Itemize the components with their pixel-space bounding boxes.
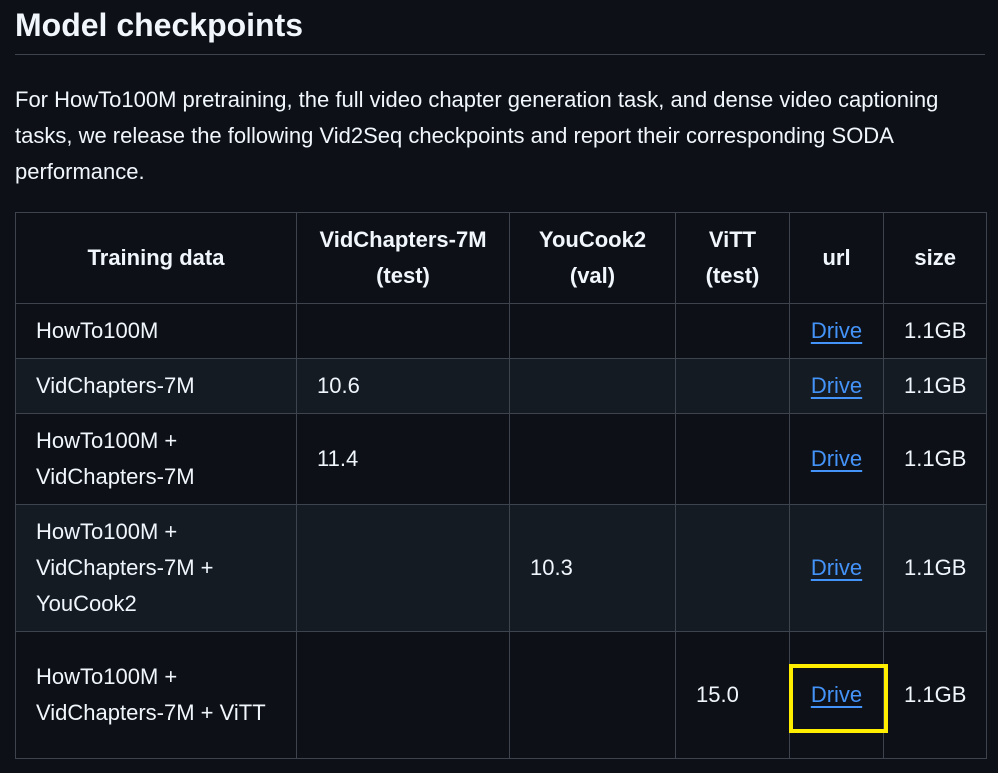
drive-link[interactable]: Drive xyxy=(810,682,863,707)
cell-training: HowTo100M xyxy=(15,303,297,359)
cell-vitt xyxy=(675,358,790,414)
cell-training: HowTo100M + VidChapters-7M xyxy=(15,413,297,505)
highlight-box xyxy=(789,664,888,733)
drive-link[interactable]: Drive xyxy=(810,318,863,343)
cell-vidchapters xyxy=(296,504,510,632)
cell-size: 1.1GB xyxy=(882,413,988,505)
table-row: HowTo100M Drive 1.1GB xyxy=(15,303,988,359)
cell-youcook2 xyxy=(509,358,676,414)
cell-vidchapters: 10.6 xyxy=(296,358,510,414)
heading-divider xyxy=(15,54,985,55)
cell-youcook2: 10.3 xyxy=(509,504,676,632)
table-header-row: Training data VidChapters-7M (test) YouC… xyxy=(15,212,988,304)
cell-vitt xyxy=(675,303,790,359)
cell-size: 1.1GB xyxy=(882,358,988,414)
cell-youcook2 xyxy=(509,631,676,759)
cell-youcook2 xyxy=(509,303,676,359)
cell-url: Drive xyxy=(789,358,884,414)
header-youcook2: YouCook2 (val) xyxy=(509,212,676,304)
intro-paragraph: For HowTo100M pretraining, the full vide… xyxy=(15,87,939,184)
cell-vitt: 15.0 xyxy=(675,631,790,759)
cell-size: 1.1GB xyxy=(882,504,988,632)
table-row: HowTo100M + VidChapters-7M 11.4 Drive 1.… xyxy=(15,413,988,505)
cell-training: VidChapters-7M xyxy=(15,358,297,414)
cell-vitt xyxy=(675,504,790,632)
table-row: HowTo100M + VidChapters-7M + YouCook2 10… xyxy=(15,504,988,632)
header-vidchapters: VidChapters-7M (test) xyxy=(296,212,510,304)
drive-link[interactable]: Drive xyxy=(810,555,863,580)
cell-url: Drive xyxy=(789,504,884,632)
table-row: VidChapters-7M 10.6 Drive 1.1GB xyxy=(15,358,988,414)
cell-training: HowTo100M + VidChapters-7M + ViTT xyxy=(15,631,297,759)
cell-url: Drive xyxy=(789,303,884,359)
header-size: size xyxy=(882,212,988,304)
table-row: HowTo100M + VidChapters-7M + ViTT 15.0 D… xyxy=(15,631,988,759)
cell-url: Drive xyxy=(789,631,884,759)
cell-vidchapters: 11.4 xyxy=(296,413,510,505)
header-vitt: ViTT (test) xyxy=(675,212,790,304)
header-training-data: Training data xyxy=(15,212,297,304)
cell-vidchapters xyxy=(296,303,510,359)
header-url: url xyxy=(789,212,884,304)
cell-vidchapters xyxy=(296,631,510,759)
cell-vitt xyxy=(675,413,790,505)
cell-training: HowTo100M + VidChapters-7M + YouCook2 xyxy=(15,504,297,632)
cell-size: 1.1GB xyxy=(882,631,988,759)
drive-link[interactable]: Drive xyxy=(810,446,863,471)
cell-youcook2 xyxy=(509,413,676,505)
cell-url: Drive xyxy=(789,413,884,505)
checkpoints-table: Training data VidChapters-7M (test) YouC… xyxy=(15,212,988,759)
cell-size: 1.1GB xyxy=(882,303,988,359)
section-heading: Model checkpoints xyxy=(15,7,304,43)
drive-link[interactable]: Drive xyxy=(810,373,863,398)
